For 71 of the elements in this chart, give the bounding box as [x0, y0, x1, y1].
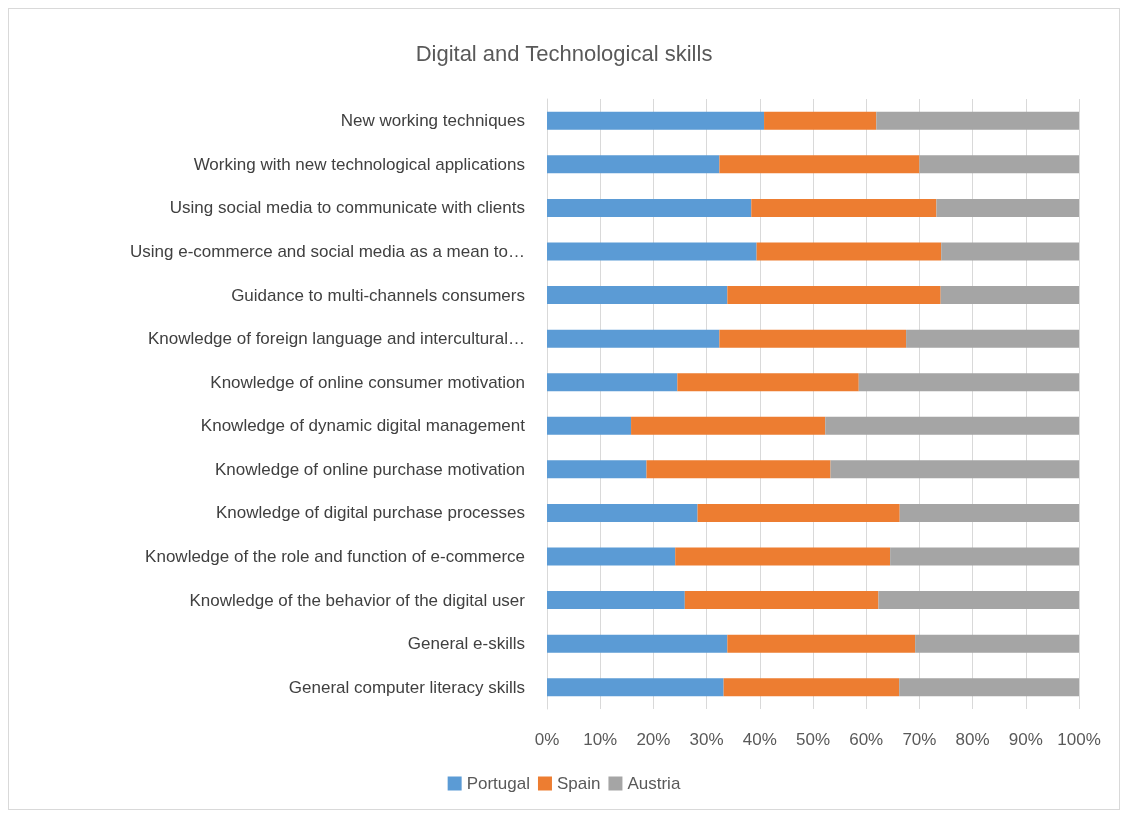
bar	[547, 198, 752, 217]
bar	[547, 155, 720, 174]
y-tick-label: Guidance to multi-channels consumers	[231, 285, 525, 305]
x-tick-label: 100%	[1057, 730, 1101, 749]
bar	[825, 416, 1079, 435]
bar	[878, 591, 1079, 610]
bar	[547, 416, 632, 435]
bar	[719, 155, 920, 174]
y-tick-label: Knowledge of the behavior of the digital user	[189, 590, 526, 610]
bar	[899, 678, 1079, 697]
bar	[547, 503, 698, 522]
bar	[547, 634, 728, 653]
y-tick-label: Knowledge of online purchase motivation	[215, 459, 525, 479]
y-tick-label: Working with new technological applications	[193, 154, 525, 174]
bar	[764, 111, 877, 130]
bar	[547, 286, 728, 305]
bar	[547, 111, 765, 130]
bar	[697, 503, 900, 522]
legend-label: Spain	[556, 774, 601, 793]
bar	[723, 678, 900, 697]
x-tick-label: 0%	[534, 730, 560, 749]
x-tick-label: 50%	[795, 730, 831, 749]
bar	[675, 547, 891, 566]
y-tick-label: General e-skills	[407, 634, 525, 654]
x-tick-label: 60%	[849, 730, 884, 749]
bar	[727, 634, 916, 653]
y-tick-label: Using social media to communicate with clients	[169, 198, 525, 218]
x-tick-label: 40%	[742, 730, 777, 749]
bar	[646, 460, 831, 479]
legend-label: Austria	[627, 774, 681, 793]
y-tick-label: Using e-commerce and social media as a mean to…	[130, 242, 525, 261]
x-tick-label: 10%	[583, 730, 618, 749]
bar	[719, 329, 907, 348]
bar	[941, 242, 1079, 261]
bar	[899, 503, 1079, 522]
y-tick-label: New working techniques	[340, 111, 525, 131]
y-tick-label: General computer literacy skills	[288, 677, 525, 697]
bar	[876, 111, 1079, 130]
y-tick-label: Knowledge of digital purchase processes	[215, 503, 525, 523]
bar	[906, 329, 1079, 348]
x-tick-label: 70%	[902, 730, 937, 749]
y-tick-label: Knowledge of dynamic digital management	[200, 416, 526, 436]
bar	[677, 373, 859, 392]
bar	[919, 155, 1079, 174]
bar	[940, 286, 1079, 305]
bar	[751, 198, 937, 217]
bar	[684, 591, 879, 610]
bar	[547, 678, 724, 697]
bar	[890, 547, 1079, 566]
bar	[547, 460, 647, 479]
bar	[547, 591, 685, 610]
bar	[547, 373, 678, 392]
chart-title: Digital and Technological skills	[415, 40, 713, 66]
bar	[756, 242, 942, 261]
bar	[858, 373, 1079, 392]
bar	[547, 242, 757, 261]
y-tick-label: Knowledge of foreign language and intercultural…	[147, 329, 525, 349]
bar	[936, 198, 1079, 217]
bar	[547, 329, 720, 348]
y-tick-label: Knowledge of online consumer motivation	[210, 372, 525, 392]
x-tick-label: 90%	[1008, 730, 1043, 749]
bar	[727, 286, 941, 305]
x-tick-label: 80%	[955, 730, 990, 749]
bar	[547, 547, 676, 566]
bar	[915, 634, 1079, 653]
bar	[830, 460, 1079, 479]
legend-label: Portugal	[466, 774, 530, 793]
bar	[631, 416, 826, 435]
y-tick-label: Knowledge of the role and function of e-commerce	[145, 547, 525, 566]
x-tick-label: 30%	[689, 730, 724, 749]
x-tick-label: 20%	[636, 730, 671, 749]
